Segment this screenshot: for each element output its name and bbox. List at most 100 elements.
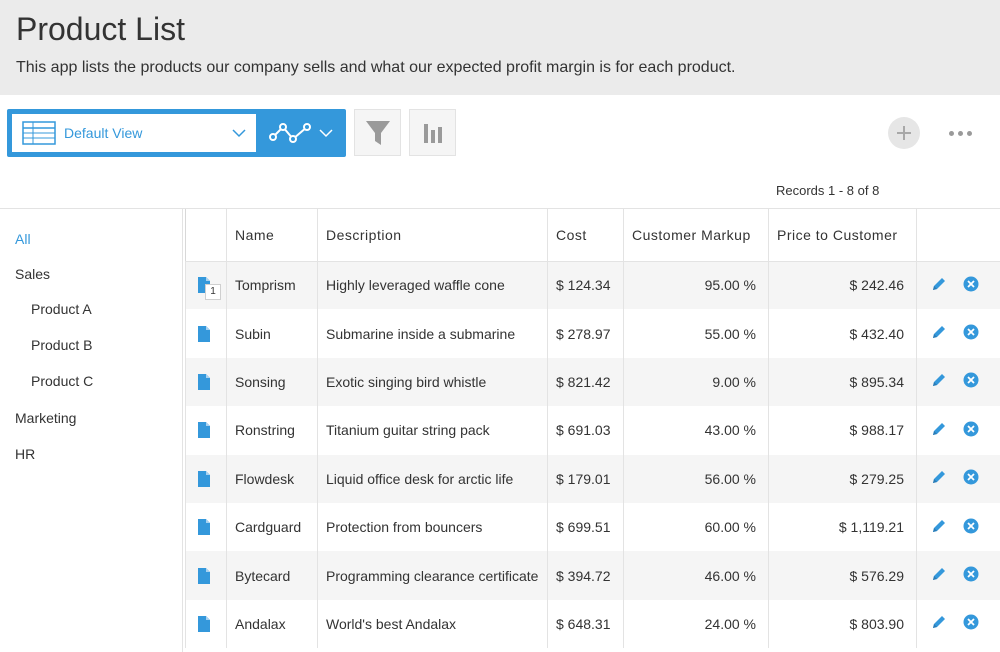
view-select[interactable]: Default View — [12, 114, 256, 152]
chart-button[interactable] — [409, 109, 456, 156]
view-label: Default View — [64, 125, 143, 141]
records-table: Name Description Cost Customer Markup Pr… — [185, 209, 1000, 649]
table-row: Subin Submarine inside a submarine $ 278… — [185, 309, 1000, 358]
edit-pencil-icon[interactable] — [931, 324, 947, 340]
cell-price-to-customer: $ 895.34 — [768, 357, 917, 407]
comment-count-badge: 1 — [205, 283, 221, 300]
more-options-button[interactable] — [943, 119, 977, 147]
cell-customer-markup: 55.00 % — [623, 309, 769, 358]
cell-price-to-customer: $ 279.25 — [768, 454, 917, 503]
table-view-icon — [22, 121, 56, 145]
plus-icon — [897, 126, 911, 140]
category-sidebar: All Sales Product A Product B Product C … — [0, 209, 183, 652]
record-details-cell[interactable] — [185, 551, 227, 600]
cell-price-to-customer: $ 242.46 — [768, 261, 917, 310]
records-count: Records 1 - 8 of 8 — [776, 183, 880, 198]
cell-name: Cardguard — [226, 502, 318, 552]
cell-cost: $ 278.97 — [547, 309, 624, 358]
document-icon — [198, 422, 210, 439]
delete-x-icon[interactable] — [963, 276, 979, 292]
edit-pencil-icon[interactable] — [931, 518, 947, 534]
document-icon — [198, 470, 210, 487]
cell-cost: $ 179.01 — [547, 454, 624, 503]
table-header-row: Name Description Cost Customer Markup Pr… — [185, 209, 1000, 262]
sidebar-item-product-c[interactable]: Product C — [31, 373, 94, 389]
edit-pencil-icon[interactable] — [931, 421, 947, 437]
cell-actions — [916, 599, 1000, 649]
delete-x-icon[interactable] — [963, 518, 979, 534]
record-details-cell[interactable] — [185, 502, 227, 552]
toolbar: Default View — [7, 109, 993, 159]
record-details-cell[interactable] — [185, 309, 227, 358]
add-record-button[interactable] — [888, 117, 920, 149]
records-table-wrapper: Name Description Cost Customer Markup Pr… — [185, 209, 1000, 649]
dot-icon — [948, 130, 954, 136]
delete-x-icon[interactable] — [963, 566, 979, 582]
cell-description: Titanium guitar string pack — [317, 406, 548, 455]
edit-pencil-icon[interactable] — [931, 469, 947, 485]
bar-chart-icon — [423, 123, 442, 143]
record-details-cell[interactable] — [185, 599, 227, 649]
cell-description: Highly leveraged waffle cone — [317, 261, 548, 310]
column-header-actions — [916, 209, 1000, 262]
cell-description: Submarine inside a submarine — [317, 309, 548, 358]
delete-x-icon[interactable] — [963, 421, 979, 437]
delete-x-icon[interactable] — [963, 372, 979, 388]
cell-name: Subin — [226, 309, 318, 358]
sidebar-item-marketing[interactable]: Marketing — [15, 410, 77, 426]
record-details-cell[interactable] — [185, 357, 227, 407]
column-header-price-to-customer[interactable]: Price to Customer — [768, 209, 917, 262]
edit-pencil-icon[interactable] — [931, 566, 947, 582]
cell-customer-markup: 60.00 % — [623, 502, 769, 552]
document-icon — [198, 325, 210, 342]
divider — [0, 208, 1000, 209]
delete-x-icon[interactable] — [963, 614, 979, 630]
cell-actions — [916, 502, 1000, 552]
delete-x-icon[interactable] — [963, 324, 979, 340]
table-row: Flowdesk Liquid office desk for arctic l… — [185, 454, 1000, 503]
graph-view-button[interactable] — [259, 114, 343, 152]
chevron-down-icon — [232, 129, 246, 138]
table-row: Cardguard Protection from bouncers $ 699… — [185, 502, 1000, 552]
cell-description: Programming clearance certificate — [317, 551, 548, 600]
sidebar-item-sales[interactable]: Sales — [15, 266, 51, 282]
cell-actions — [916, 551, 1000, 600]
cell-actions — [916, 406, 1000, 455]
cell-customer-markup: 43.00 % — [623, 406, 769, 455]
filter-icon — [365, 120, 390, 145]
graph-icon — [269, 123, 311, 143]
table-row: Sonsing Exotic singing bird whistle $ 82… — [185, 357, 1000, 407]
cell-description: Protection from bouncers — [317, 502, 548, 552]
cell-actions — [916, 261, 1000, 310]
sidebar-item-hr[interactable]: HR — [15, 446, 36, 462]
sidebar-item-product-a[interactable]: Product A — [31, 301, 92, 317]
column-header-description[interactable]: Description — [317, 209, 548, 262]
cell-cost: $ 648.31 — [547, 599, 624, 649]
sidebar-item-product-b[interactable]: Product B — [31, 337, 93, 353]
delete-x-icon[interactable] — [963, 469, 979, 485]
edit-pencil-icon[interactable] — [931, 372, 947, 388]
record-details-cell[interactable]: 1 — [185, 261, 227, 310]
record-details-cell[interactable] — [185, 454, 227, 503]
column-header-cost[interactable]: Cost — [547, 209, 624, 262]
edit-pencil-icon[interactable] — [931, 276, 947, 292]
cell-cost: $ 691.03 — [547, 406, 624, 455]
filter-button[interactable] — [354, 109, 401, 156]
sidebar-item-all[interactable]: All — [15, 231, 31, 247]
document-icon — [198, 567, 210, 584]
cell-customer-markup: 9.00 % — [623, 357, 769, 407]
cell-name: Sonsing — [226, 357, 318, 407]
cell-customer-markup: 95.00 % — [623, 261, 769, 310]
document-icon — [198, 519, 210, 536]
app-header: Product List This app lists the products… — [0, 0, 1000, 95]
column-header-name[interactable]: Name — [226, 209, 318, 262]
cell-customer-markup: 46.00 % — [623, 551, 769, 600]
edit-pencil-icon[interactable] — [931, 614, 947, 630]
record-details-cell[interactable] — [185, 406, 227, 455]
cell-customer-markup: 24.00 % — [623, 599, 769, 649]
chevron-down-icon — [319, 129, 333, 138]
cell-name: Flowdesk — [226, 454, 318, 503]
column-header-customer-markup[interactable]: Customer Markup — [623, 209, 769, 262]
cell-actions — [916, 357, 1000, 407]
